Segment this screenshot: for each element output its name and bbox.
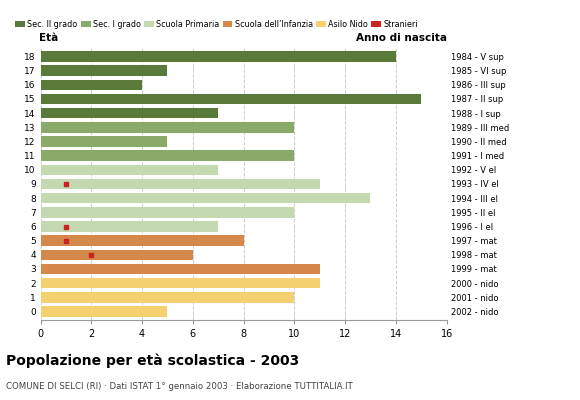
- Legend: Sec. II grado, Sec. I grado, Scuola Primaria, Scuola dell’Infanzia, Asilo Nido, : Sec. II grado, Sec. I grado, Scuola Prim…: [12, 17, 421, 32]
- Bar: [41, 292, 295, 303]
- Bar: [41, 80, 142, 90]
- Bar: [41, 164, 218, 175]
- Text: COMUNE DI SELCI (RI) · Dati ISTAT 1° gennaio 2003 · Elaborazione TUTTITALIA.IT: COMUNE DI SELCI (RI) · Dati ISTAT 1° gen…: [6, 382, 353, 391]
- Bar: [41, 306, 168, 317]
- Bar: [41, 108, 218, 118]
- Text: Anno di nascita: Anno di nascita: [356, 32, 447, 42]
- Bar: [41, 94, 421, 104]
- Bar: [41, 207, 295, 218]
- Bar: [41, 179, 320, 189]
- Bar: [41, 65, 168, 76]
- Bar: [41, 193, 371, 204]
- Text: Età: Età: [38, 32, 58, 42]
- Bar: [41, 150, 295, 161]
- Text: Popolazione per età scolastica - 2003: Popolazione per età scolastica - 2003: [6, 354, 299, 368]
- Bar: [41, 136, 168, 147]
- Bar: [41, 51, 396, 62]
- Bar: [41, 122, 295, 133]
- Bar: [41, 264, 320, 274]
- Bar: [41, 221, 218, 232]
- Bar: [41, 278, 320, 288]
- Bar: [41, 235, 244, 246]
- Bar: [41, 250, 193, 260]
